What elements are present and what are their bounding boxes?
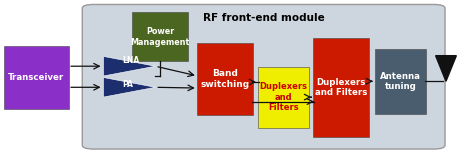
Text: Transceiver: Transceiver bbox=[8, 73, 64, 82]
Text: RF front-end module: RF front-end module bbox=[203, 13, 325, 23]
FancyBboxPatch shape bbox=[197, 43, 253, 116]
FancyBboxPatch shape bbox=[258, 67, 310, 128]
Text: LNA: LNA bbox=[122, 56, 139, 66]
Text: Band
switching: Band switching bbox=[200, 69, 249, 89]
Text: PA: PA bbox=[122, 80, 133, 89]
Text: Duplexers
and Filters: Duplexers and Filters bbox=[315, 78, 367, 97]
Polygon shape bbox=[103, 78, 155, 97]
FancyBboxPatch shape bbox=[82, 4, 445, 149]
Text: Antenna
tuning: Antenna tuning bbox=[380, 72, 421, 91]
Polygon shape bbox=[103, 56, 155, 76]
FancyBboxPatch shape bbox=[4, 46, 69, 109]
Polygon shape bbox=[436, 56, 456, 81]
Text: Power
Management: Power Management bbox=[131, 27, 190, 47]
FancyBboxPatch shape bbox=[313, 38, 369, 136]
FancyBboxPatch shape bbox=[132, 12, 188, 61]
FancyBboxPatch shape bbox=[375, 49, 426, 114]
Text: Duplexers
and
Filters: Duplexers and Filters bbox=[260, 82, 308, 112]
